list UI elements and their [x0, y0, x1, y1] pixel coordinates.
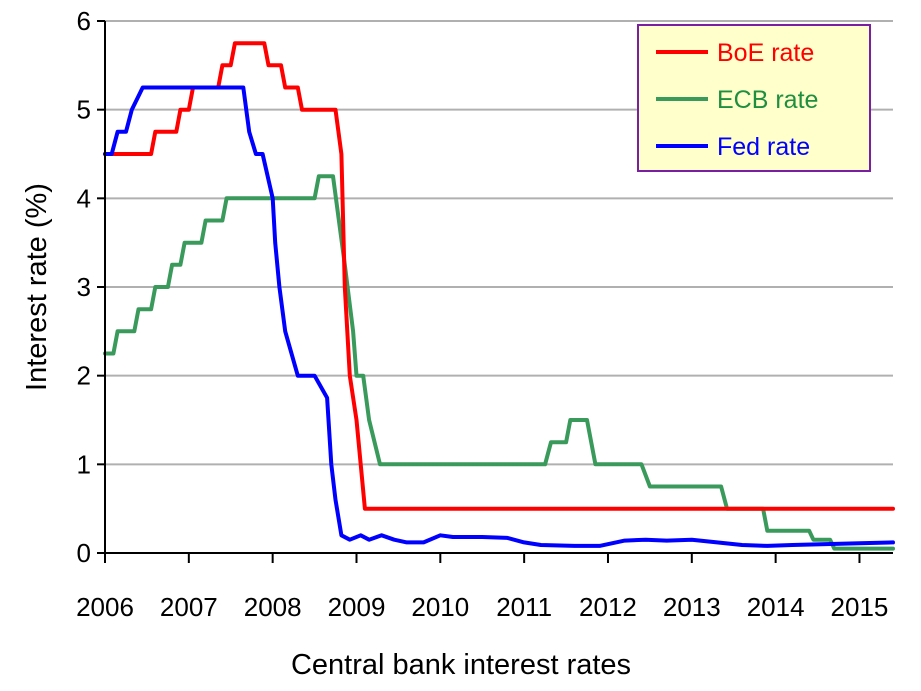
legend: BoE rate ECB rate Fed rate	[637, 24, 871, 172]
series-line-boe	[103, 41, 895, 511]
y-tick-label: 2	[77, 361, 91, 391]
x-tick-label: 2007	[160, 592, 218, 622]
y-tick-label: 3	[77, 272, 91, 302]
x-tick-label: 2012	[579, 592, 637, 622]
legend-label-boe: BoE rate	[717, 39, 814, 67]
x-tick-label: 2010	[411, 592, 469, 622]
legend-label-ecb: ECB rate	[717, 86, 818, 114]
y-tick-label: 5	[77, 95, 91, 125]
series-line-fed	[103, 85, 895, 548]
y-ticks: 0 1 2 3 4 5 6	[77, 6, 105, 568]
x-tick-label: 2009	[328, 592, 386, 622]
y-tick-label: 1	[77, 449, 91, 479]
y-axis-title: Interest rate (%)	[21, 183, 53, 391]
x-tick-label: 2006	[76, 592, 134, 622]
y-tick-label: 4	[77, 183, 91, 213]
legend-label-fed: Fed rate	[717, 133, 810, 161]
x-tick-label: 2011	[496, 592, 552, 622]
x-tick-label: 2015	[831, 592, 889, 622]
x-tick-label: 2013	[663, 592, 721, 622]
x-tick-label: 2014	[747, 592, 805, 622]
x-axis-title: Central bank interest rates	[291, 649, 631, 681]
x-ticks: 2006 2007 2008 2009 2010 2011 2012 2013 2014 2015	[76, 553, 888, 622]
series-line-ecb	[103, 174, 895, 551]
y-tick-label: 0	[77, 538, 91, 568]
y-tick-label: 6	[77, 6, 91, 36]
series-lines	[103, 41, 895, 551]
x-tick-label: 2008	[244, 592, 302, 622]
